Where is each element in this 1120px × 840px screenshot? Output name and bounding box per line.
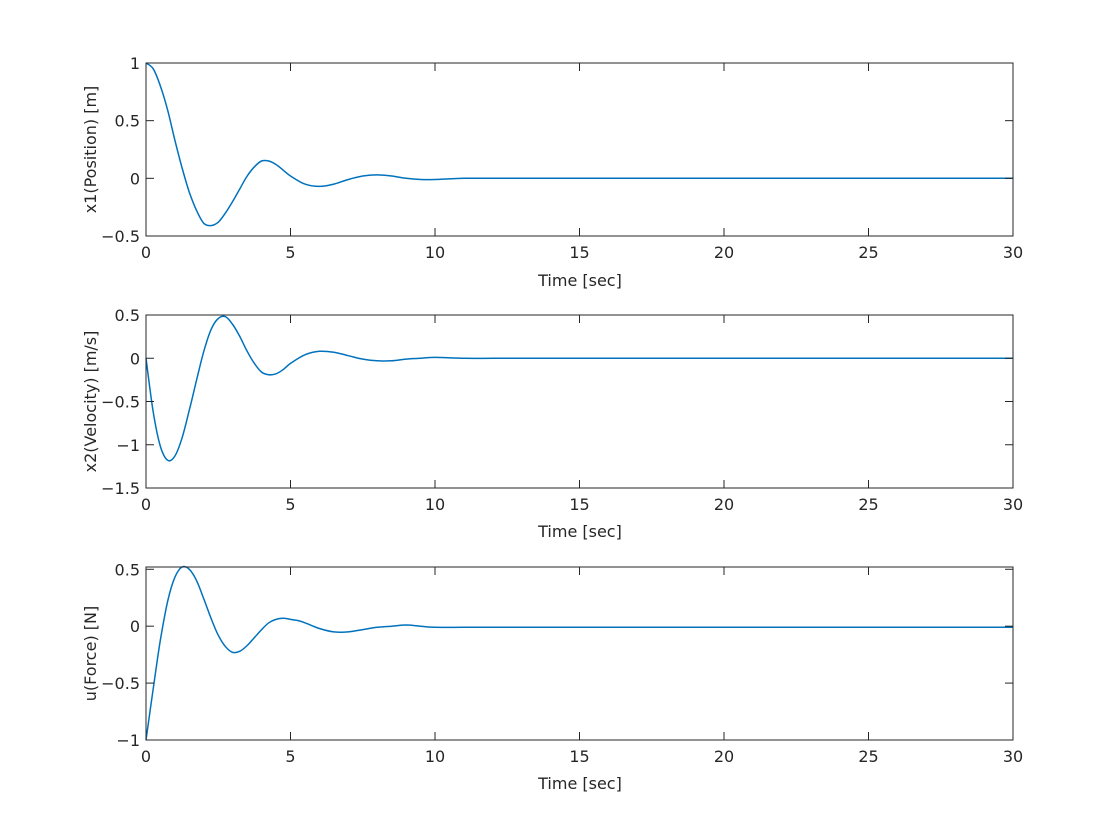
x-tick-label: 20 (714, 747, 734, 766)
x-tick-label: 5 (285, 747, 295, 766)
x-tick-label: 15 (569, 747, 589, 766)
x-tick-label: 15 (569, 243, 589, 262)
y-tick-label: −1.5 (101, 479, 140, 498)
y-axis-label: u(Force) [N] (81, 606, 100, 701)
y-axis-label: x2(Velocity) [m/s] (81, 331, 100, 473)
x-tick-label: 0 (141, 243, 151, 262)
y-tick-label: −0.5 (101, 674, 140, 693)
y-tick-labels: −1 −0.5 0 0.5 (101, 560, 140, 750)
y-tick-label: 0.5 (115, 306, 140, 325)
x-axis-label: Time [sec] (537, 522, 622, 541)
y-tick-label: −1 (116, 436, 140, 455)
x-axis-label: Time [sec] (537, 774, 622, 793)
y-tick-labels: −1.5 −1 −0.5 0 0.5 (101, 306, 140, 498)
data-line-x1 (145, 62, 1013, 227)
subplot-velocity: −1.5 −1 −0.5 0 0.5 0 5 10 15 20 25 30 Time [sec] x… (81, 306, 1023, 541)
data-line-x2 (145, 315, 1013, 462)
y-tick-label: 0.5 (115, 560, 140, 579)
x-tick-labels: 0 5 10 15 20 25 30 (141, 495, 1023, 514)
y-tick-label: 0 (130, 617, 140, 636)
subplot-position: −0.500.51 0 5 10 15 20 25 30 Time [sec] x1(Pos… (81, 54, 1023, 290)
y-axis-label: x1(Position) [m] (81, 86, 100, 214)
x-tick-label: 30 (1003, 243, 1023, 262)
x-tick-label: 15 (569, 495, 589, 514)
x-axis-label: Time [sec] (537, 271, 622, 290)
y-tick-label: 0.5 (115, 112, 140, 131)
y-tick-label: 0 (130, 349, 140, 368)
y-tick-labels: −0.5 0 0.5 1 (101, 54, 140, 246)
y-tick-label: −1 (116, 731, 140, 750)
plot-area (145, 62, 1014, 237)
x-tick-label: 0 (141, 747, 151, 766)
x-tick-label: 5 (285, 243, 295, 262)
y-tick-label: 1 (130, 54, 140, 73)
plot-area (145, 565, 1014, 741)
y-tick-label: −0.5 (101, 227, 140, 246)
x-tick-label: 10 (425, 495, 445, 514)
x-tick-label: 30 (1003, 747, 1023, 766)
x-tick-label: 5 (285, 495, 295, 514)
data-line-u (145, 565, 1013, 741)
x-tick-label: 10 (425, 747, 445, 766)
x-tick-label: 30 (1003, 495, 1023, 514)
x-tick-label: 20 (714, 495, 734, 514)
x-tick-label: 20 (714, 243, 734, 262)
subplot-force: −1 −0.5 0 0.5 0 5 10 15 20 25 30 Time [sec] u(For… (81, 560, 1023, 793)
x-tick-label: 25 (858, 747, 878, 766)
x-tick-label: 25 (858, 495, 878, 514)
x-tick-labels: 0 5 10 15 20 25 30 (141, 747, 1023, 766)
x-tick-label: 0 (141, 495, 151, 514)
x-tick-label: 25 (858, 243, 878, 262)
y-tick-label: −0.5 (101, 393, 140, 412)
y-tick-label: 0 (130, 169, 140, 188)
plot-area (145, 314, 1014, 489)
x-tick-labels: 0 5 10 15 20 25 30 (141, 243, 1023, 262)
x-tick-label: 10 (425, 243, 445, 262)
